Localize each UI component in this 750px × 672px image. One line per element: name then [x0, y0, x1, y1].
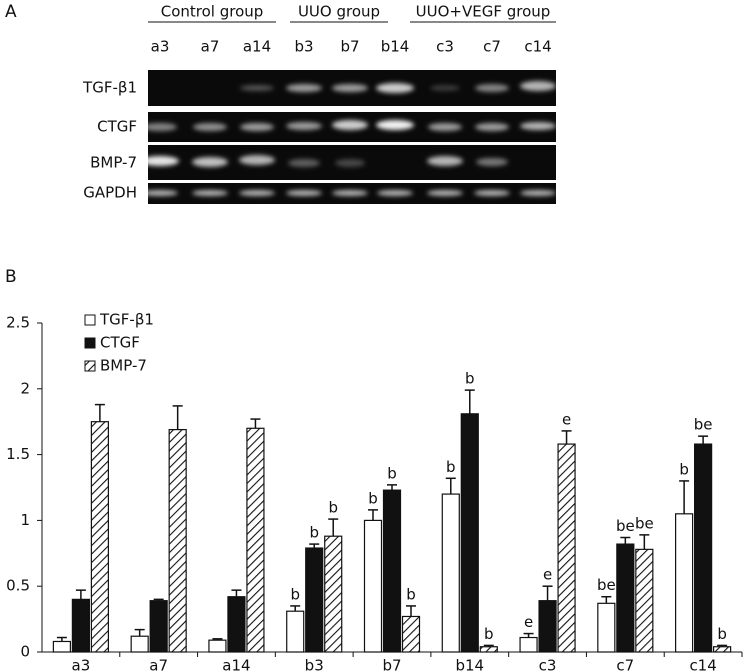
bar: [557, 443, 576, 653]
bar: [441, 493, 460, 653]
bar: [71, 598, 90, 653]
row-label: GAPDH: [83, 184, 137, 202]
row-label: TGF-β1: [82, 79, 137, 97]
legend-label: TGF-β1: [99, 311, 154, 329]
bar: [324, 535, 343, 653]
significance-label: b: [368, 489, 378, 507]
bar: [694, 443, 713, 653]
bar: [401, 615, 421, 653]
legend-swatch: [84, 337, 96, 349]
bar: [460, 413, 479, 653]
significance-label: b: [679, 460, 689, 478]
x-tick-label: b14: [455, 657, 484, 672]
y-tick-label: 0: [20, 643, 30, 661]
significance-label: be: [616, 517, 635, 535]
bar: [246, 427, 265, 653]
bar: [635, 548, 654, 653]
lane-label: c3: [436, 38, 454, 56]
row-label: BMP-7: [90, 154, 137, 172]
lane-label: b7: [340, 38, 359, 56]
bar: [286, 610, 305, 653]
significance-label: b: [717, 625, 727, 643]
bar: [538, 600, 557, 653]
lane-label: c7: [483, 38, 501, 56]
x-tick-label: c3: [539, 657, 557, 672]
lane-label: b14: [381, 38, 410, 56]
bar: [382, 489, 402, 653]
x-tick-label: a14: [222, 657, 250, 672]
x-tick-label: c7: [616, 657, 634, 672]
panel-label: A: [5, 2, 17, 22]
panel-label: B: [5, 267, 17, 287]
bar: [227, 596, 246, 653]
significance-label: b: [406, 585, 416, 603]
bar: [597, 602, 616, 653]
x-tick-label: c14: [689, 657, 716, 672]
lane-label: a14: [243, 38, 271, 56]
significance-label: e: [524, 613, 533, 631]
significance-label: b: [328, 499, 338, 517]
legend-label: BMP-7: [100, 357, 147, 375]
x-tick-label: a3: [72, 657, 91, 672]
significance-label: b: [290, 585, 300, 603]
bar: [479, 646, 498, 653]
bar: [616, 543, 635, 653]
significance-label: b: [465, 370, 475, 388]
significance-label: b: [446, 458, 456, 476]
significance-label: b: [309, 524, 319, 542]
y-tick-label: 1: [20, 511, 30, 529]
y-tick-label: 2.5: [6, 314, 30, 332]
bar: [713, 646, 732, 653]
gel-image: [141, 70, 556, 204]
legend-label: CTGF: [100, 334, 140, 352]
row-label: CTGF: [97, 118, 137, 136]
group-label: Control group: [161, 3, 264, 21]
significance-label: be: [597, 576, 616, 594]
significance-label: b: [484, 625, 494, 643]
x-tick-label: b7: [382, 657, 401, 672]
bar: [519, 636, 538, 653]
y-tick-label: 2: [20, 379, 30, 397]
legend-swatch: [84, 360, 96, 372]
y-tick-label: 0.5: [6, 577, 30, 595]
bar: [130, 635, 149, 653]
lane-label: a3: [151, 38, 170, 56]
x-tick-label: b3: [305, 657, 324, 672]
group-label: UUO+VEGF group: [416, 3, 551, 21]
bar: [363, 519, 383, 653]
bar: [208, 639, 227, 653]
bar: [52, 640, 71, 653]
bar: [168, 428, 187, 653]
bar: [675, 513, 694, 653]
group-label: UUO group: [298, 3, 380, 21]
significance-label: be: [635, 514, 654, 532]
y-tick-label: 1.5: [6, 445, 30, 463]
legend-swatch: [84, 314, 96, 326]
lane-label: c14: [524, 38, 551, 56]
bar: [305, 547, 324, 653]
bar: [149, 600, 168, 653]
significance-label: be: [694, 416, 713, 434]
bar: [90, 421, 109, 653]
x-tick-label: a7: [149, 657, 168, 672]
lane-label: b3: [294, 38, 313, 56]
significance-label: b: [387, 464, 397, 482]
significance-label: e: [543, 566, 552, 584]
lane-label: a7: [201, 38, 220, 56]
significance-label: e: [562, 410, 571, 428]
